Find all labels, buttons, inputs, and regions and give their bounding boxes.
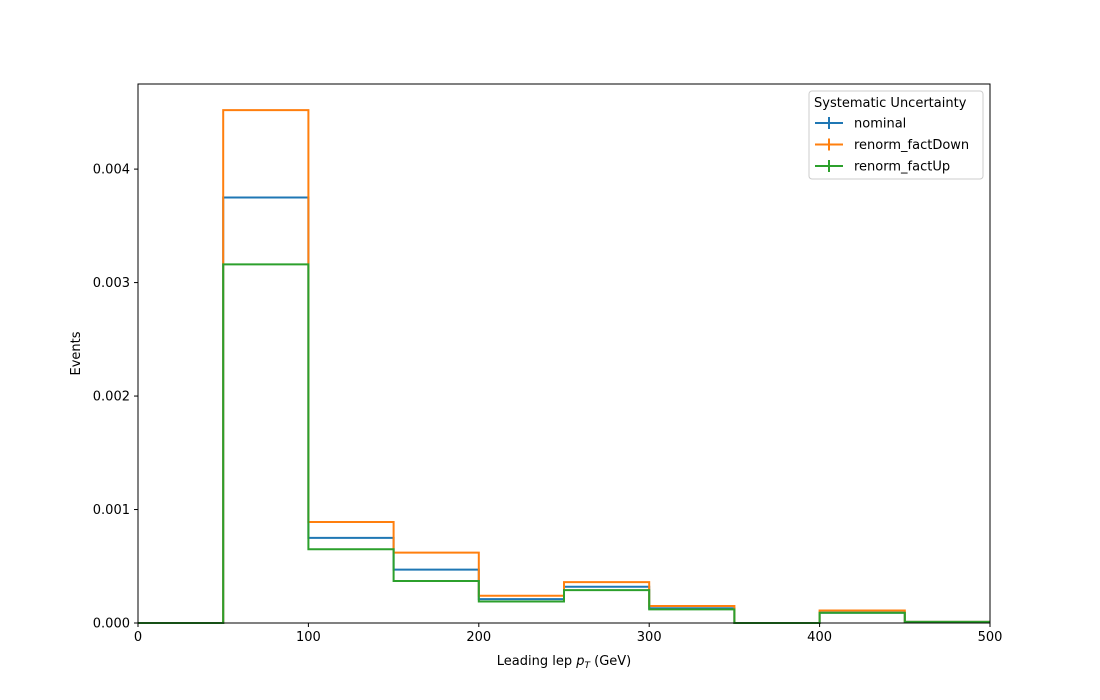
legend: Systematic Uncertainty nominal renorm_fac… bbox=[808, 90, 984, 180]
x-tick-label: 500 bbox=[978, 630, 1003, 645]
x-tick-label: 400 bbox=[807, 630, 832, 645]
y-axis: 0.000 0.001 0.002 0.003 0.004 bbox=[93, 163, 138, 632]
legend-title: Systematic Uncertainty bbox=[814, 96, 967, 111]
plot-area bbox=[138, 109, 990, 624]
x-tick-label: 300 bbox=[637, 630, 662, 645]
y-tick-label: 0.000 bbox=[93, 617, 130, 632]
x-tick-label: 100 bbox=[296, 630, 321, 645]
legend-label: nominal bbox=[854, 117, 906, 132]
y-axis-label: Events bbox=[69, 331, 84, 375]
legend-entry-renorm_factUp: renorm_factUp bbox=[815, 160, 950, 175]
series-line-renorm_factDown bbox=[138, 109, 990, 624]
legend-entry-renorm_factDown: renorm_factDown bbox=[815, 138, 969, 153]
y-tick-label: 0.003 bbox=[93, 276, 130, 291]
x-axis-label-suffix: (GeV) bbox=[590, 654, 631, 669]
legend-entry-nominal: nominal bbox=[815, 117, 906, 132]
axes-frame bbox=[137, 83, 991, 624]
x-axis-label-symbol: p bbox=[575, 654, 584, 669]
series-line-renorm_factUp bbox=[138, 263, 990, 624]
legend-box bbox=[808, 90, 984, 180]
x-axis-label: Leading lep pT (GeV) bbox=[497, 654, 631, 671]
x-tick-label: 200 bbox=[466, 630, 491, 645]
x-tick-label: 0 bbox=[134, 630, 142, 645]
x-axis-label-subscript: T bbox=[584, 661, 591, 671]
series-line-nominal bbox=[138, 196, 990, 624]
legend-entries: nominal renorm_factDown renorm_factUp bbox=[815, 117, 969, 175]
legend-label: renorm_factUp bbox=[854, 160, 950, 175]
y-tick-label: 0.001 bbox=[93, 503, 130, 518]
y-tick-label: 0.002 bbox=[93, 390, 130, 405]
x-axis-label-prefix: Leading lep bbox=[497, 654, 576, 669]
y-tick-label: 0.004 bbox=[93, 163, 130, 178]
legend-label: renorm_factDown bbox=[854, 138, 969, 153]
x-axis: 0 100 200 300 400 500 bbox=[134, 623, 1003, 645]
